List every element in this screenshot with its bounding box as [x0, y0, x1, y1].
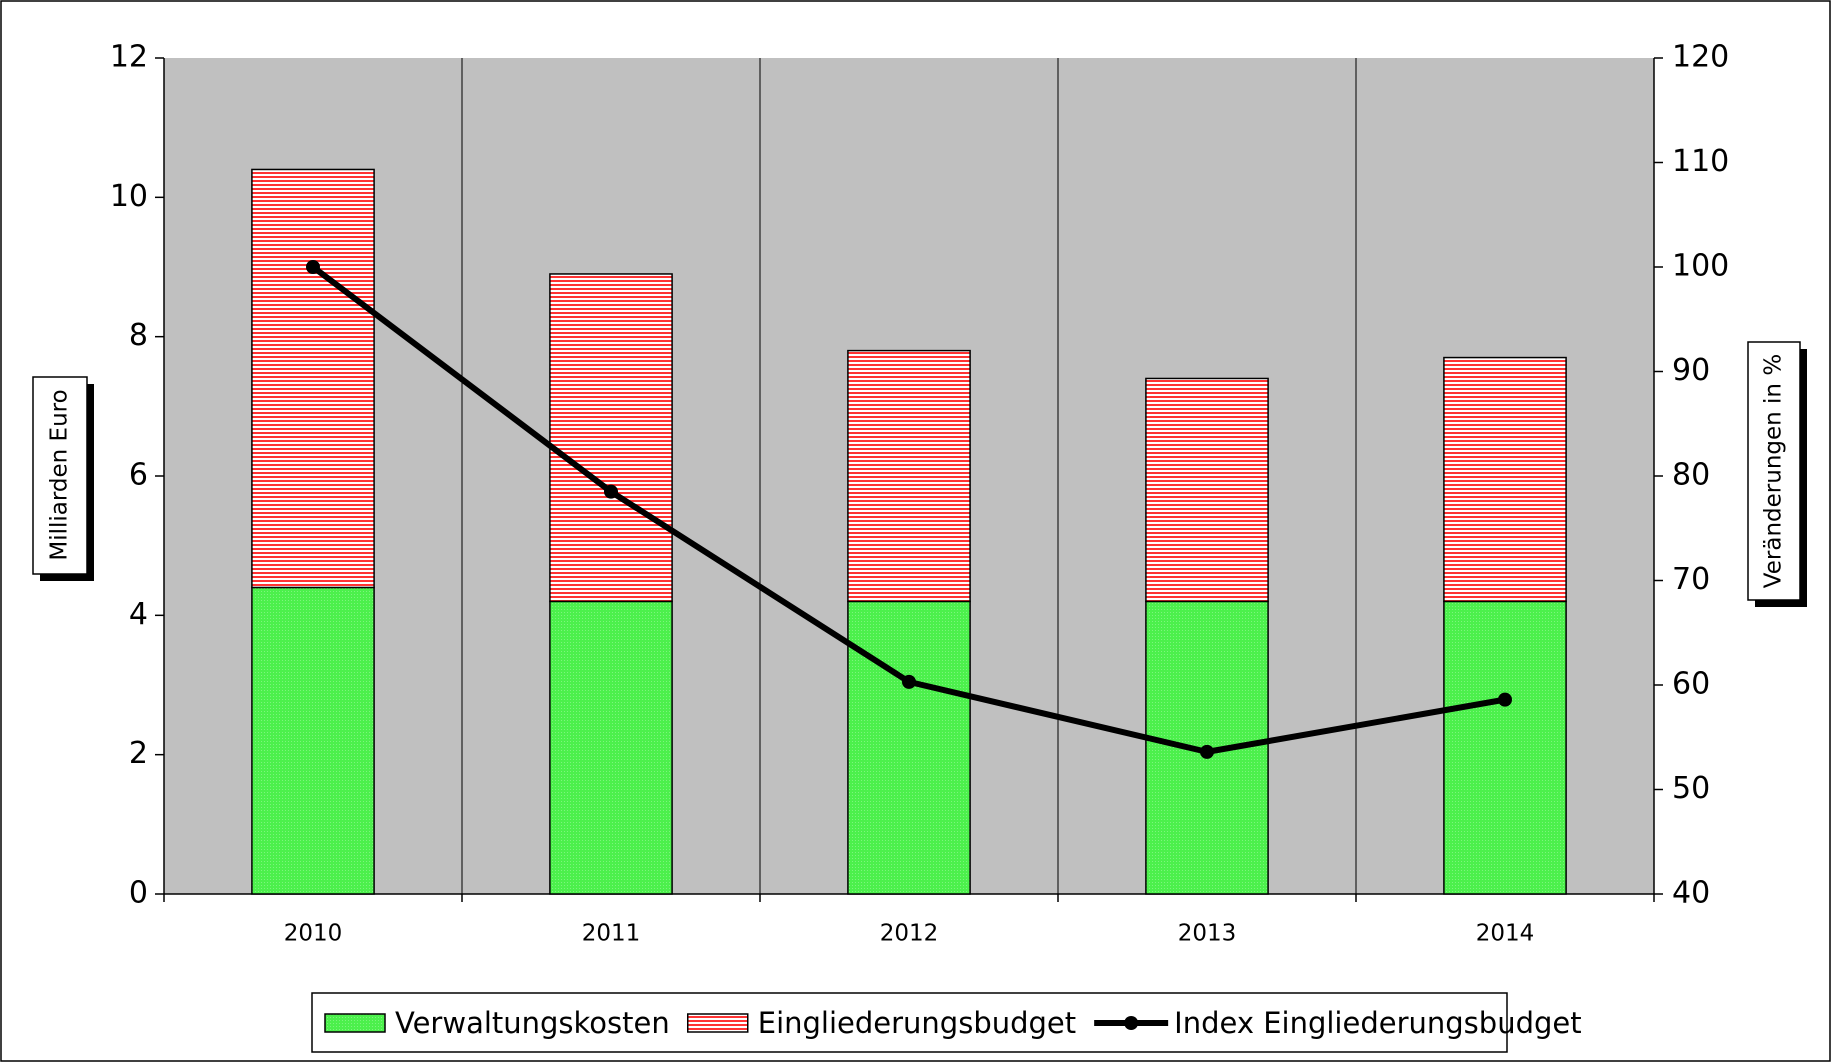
legend-label: Verwaltungskosten	[395, 1006, 670, 1040]
y2-tick-label: 110	[1672, 144, 1729, 179]
y2-tick-label: 60	[1672, 667, 1710, 702]
y2-tick-label: 90	[1672, 353, 1710, 388]
y2-tick-label: 40	[1672, 876, 1710, 911]
x-tick-label: 2011	[582, 921, 641, 947]
bar-segment	[1443, 356, 1567, 603]
y-tick-label: 0	[129, 876, 148, 911]
x-tick-label: 2014	[1476, 921, 1535, 947]
y2-axis-title: Veränderungen in %	[1761, 354, 1787, 588]
bar-segment	[549, 273, 673, 603]
index-point	[902, 674, 916, 689]
index-point	[1498, 692, 1512, 707]
y-tick-label: 4	[129, 597, 148, 632]
legend-label: Eingliederungsbudget	[758, 1006, 1076, 1040]
index-point	[306, 260, 320, 274]
y2-tick-label: 50	[1672, 771, 1710, 806]
legend-label: Index Eingliederungsbudget	[1174, 1006, 1581, 1040]
y-tick-label: 6	[129, 458, 148, 493]
legend	[311, 992, 1508, 1053]
y2-title-box: Veränderungen in %	[1747, 341, 1807, 607]
x-tick-label: 2010	[284, 921, 343, 947]
y2-tick-label: 80	[1672, 458, 1710, 493]
x-tick-label: 2012	[880, 921, 939, 947]
x-tick-label: 2013	[1178, 921, 1237, 947]
y-tick-label: 8	[129, 318, 148, 353]
bar-segment	[847, 349, 971, 603]
legend-swatch	[687, 1013, 749, 1033]
y2-tick-label: 120	[1672, 40, 1729, 75]
y-axis-title: Milliarden Euro	[47, 389, 73, 560]
bar-segment	[549, 600, 673, 895]
bar-segment	[847, 600, 971, 895]
y-tick-label: 10	[110, 179, 148, 214]
legend-marker	[1124, 1016, 1139, 1030]
bar-segment	[1145, 377, 1269, 603]
legend-swatch	[324, 1013, 386, 1033]
bar-segment	[251, 168, 375, 589]
y-tick-label: 2	[129, 736, 148, 771]
bar-segment	[1443, 600, 1567, 895]
index-point	[604, 484, 618, 499]
index-point	[1200, 744, 1214, 759]
y2-tick-label: 100	[1672, 249, 1729, 284]
y-title-box: Milliarden Euro	[32, 376, 94, 581]
y-tick-label: 12	[110, 40, 148, 75]
bar-segment	[251, 586, 375, 895]
y2-tick-label: 70	[1672, 562, 1710, 597]
